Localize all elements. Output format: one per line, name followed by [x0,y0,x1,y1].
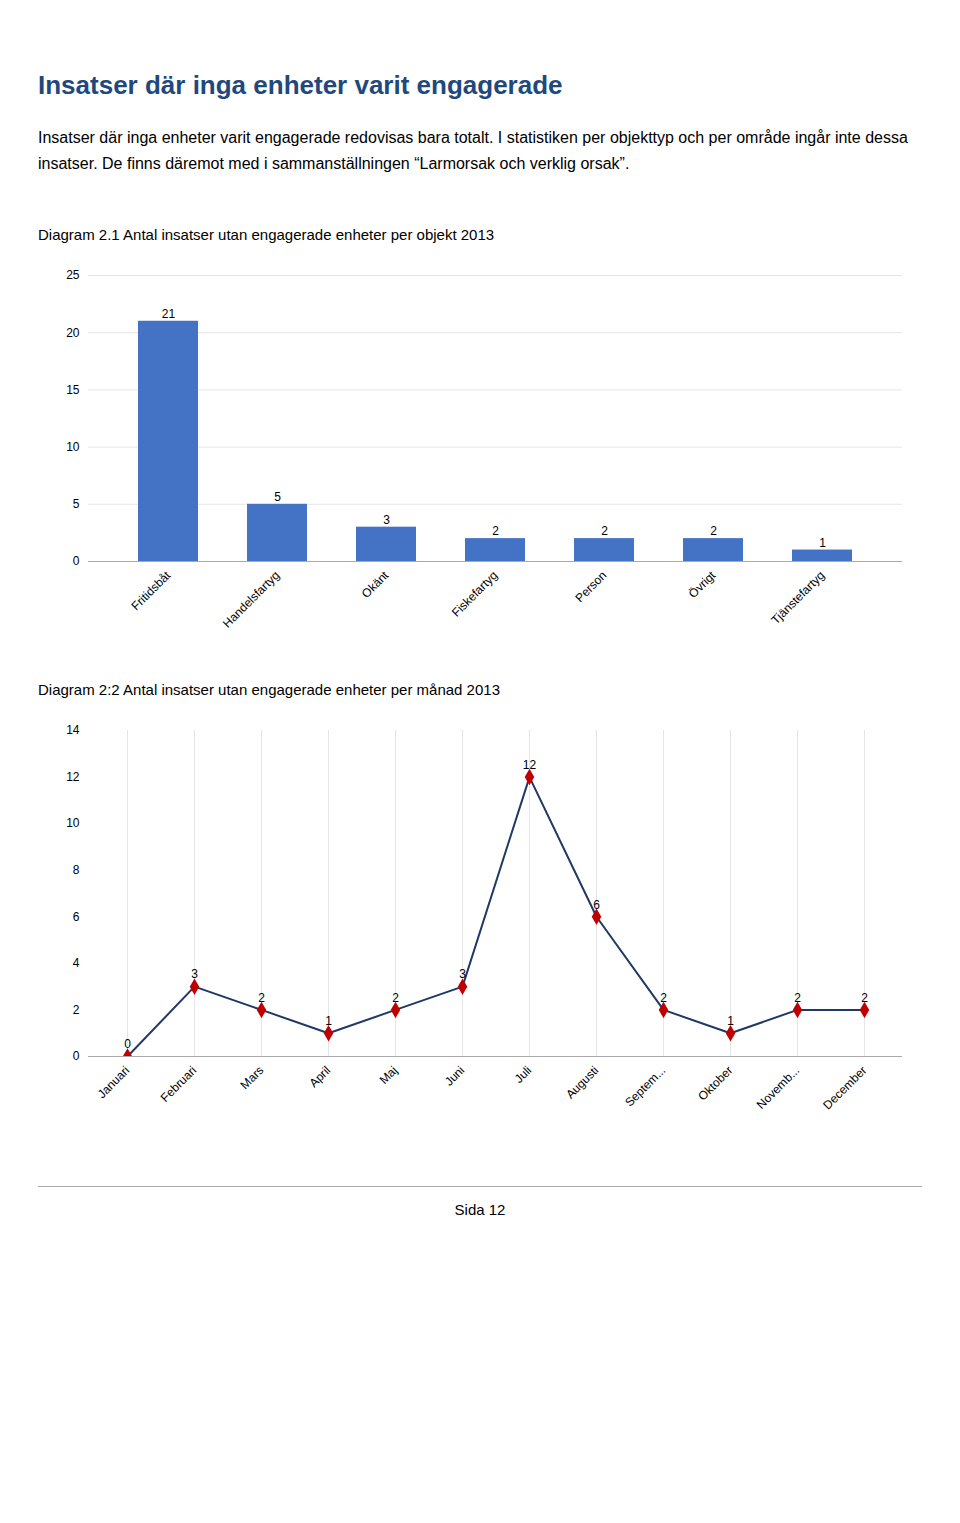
svg-text:Maj: Maj [377,1063,401,1087]
svg-text:10: 10 [66,440,80,454]
svg-text:10: 10 [66,817,80,831]
svg-text:Januari: Januari [95,1063,133,1101]
svg-text:April: April [306,1063,333,1090]
svg-text:12: 12 [66,770,80,784]
svg-text:1: 1 [325,1014,332,1028]
svg-text:Handelsfartyg: Handelsfartyg [220,568,282,630]
html-text:Diagram 2:2 Antal insatser uta: Diagram 2:2 Antal insatser utan engagera… [38,681,500,699]
svg-text:2: 2 [710,525,717,539]
html-text:Diagram 2.1 Antal insatser uta: Diagram 2.1 Antal insatser utan engagera… [38,226,495,244]
svg-text:December: December [820,1063,869,1112]
svg-text:Mars: Mars [238,1063,267,1092]
svg-text:0: 0 [73,1050,80,1064]
svg-text:5: 5 [274,490,281,504]
svg-text:2: 2 [660,991,667,1005]
svg-text:2: 2 [861,991,868,1005]
svg-text:3: 3 [459,968,466,982]
svg-text:1: 1 [819,536,826,550]
svg-text:2: 2 [258,991,265,1005]
svg-text:2: 2 [492,525,499,539]
svg-text:3: 3 [383,513,390,527]
svg-text:Tjänstefartyg: Tjänstefartyg [768,568,827,627]
svg-text:20: 20 [66,326,80,340]
html-text:Sida 12: Sida 12 [454,1201,506,1219]
svg-text:2: 2 [794,991,801,1005]
svg-text:2: 2 [73,1003,80,1017]
svg-text:4: 4 [73,956,80,970]
svg-text:25: 25 [66,269,80,283]
svg-text:8: 8 [73,863,80,877]
svg-text:1: 1 [727,1014,734,1028]
svg-text:14: 14 [66,724,80,738]
svg-text:Juli: Juli [512,1063,535,1086]
svg-text:0: 0 [73,555,80,569]
svg-text:Septem...: Septem... [622,1063,668,1109]
svg-text:Juni: Juni [442,1063,467,1088]
svg-text:Person: Person [573,568,610,605]
svg-text:15: 15 [66,383,80,397]
svg-text:Novemb...: Novemb... [754,1063,803,1112]
svg-text:Oktober: Oktober [695,1063,735,1103]
svg-text:Okänt: Okänt [359,568,392,601]
svg-text:0: 0 [124,1038,131,1052]
svg-text:6: 6 [73,910,80,924]
html-text:Insatser där inga enheter vari: Insatser där inga enheter varit engagera… [38,129,908,172]
html-text:Insatser där inga enheter vari: Insatser där inga enheter varit engagera… [38,70,563,100]
svg-text:12: 12 [523,758,537,772]
svg-text:Fiskefartyg: Fiskefartyg [449,568,500,619]
svg-text:6: 6 [593,898,600,912]
svg-text:Februari: Februari [158,1063,199,1104]
svg-text:2: 2 [601,525,608,539]
svg-text:21: 21 [162,307,176,321]
svg-text:Övrigt: Övrigt [686,568,719,601]
svg-text:3: 3 [191,968,198,982]
svg-text:5: 5 [73,497,80,511]
svg-text:Fritidsbåt: Fritidsbåt [129,568,174,613]
svg-text:2: 2 [392,991,399,1005]
svg-text:Augusti: Augusti [563,1063,601,1101]
